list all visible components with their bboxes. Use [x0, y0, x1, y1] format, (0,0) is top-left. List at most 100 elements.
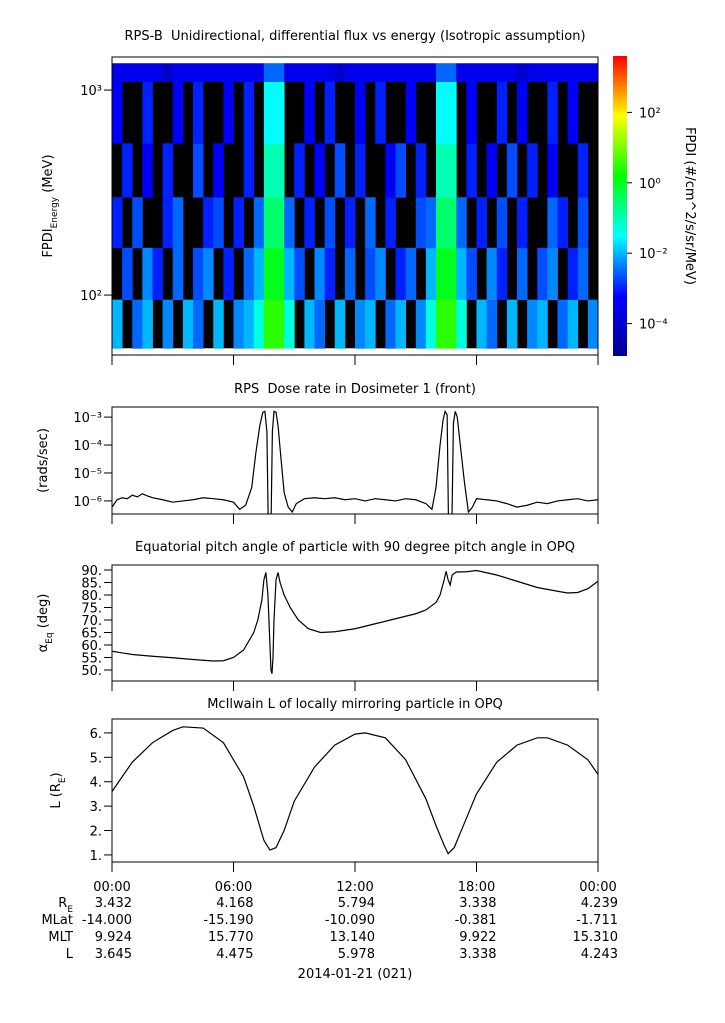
colorbar-tick-label: 10²	[639, 106, 661, 121]
y-tick-label: 60.	[81, 639, 102, 654]
y-axis-label: FPDIEnergy (MeV)	[41, 154, 60, 257]
y-tick-label: 80.	[81, 589, 102, 604]
ephemeris-value: 4.243	[581, 947, 618, 962]
flux-cell	[446, 197, 457, 249]
flux-cell	[496, 63, 508, 82]
flux-cell	[436, 299, 447, 349]
flux-cell	[365, 197, 376, 249]
flux-cell	[243, 247, 255, 301]
flux-cell	[486, 143, 498, 198]
flux-cell	[314, 299, 326, 349]
flux-cell	[395, 247, 407, 301]
flux-cell	[253, 63, 265, 82]
flux-cell	[517, 197, 528, 249]
flux-cell	[395, 143, 407, 198]
y-tick-label: 1.	[90, 849, 102, 864]
flux-cell	[284, 63, 295, 82]
flux-cell	[152, 247, 164, 301]
flux-cell	[355, 143, 366, 198]
subscript: Eq	[45, 632, 55, 643]
y-tick-label: 10⁻⁶	[73, 495, 102, 510]
flux-cell	[466, 143, 477, 198]
y-tick-label: 4.	[90, 776, 102, 791]
flux-cell	[567, 81, 579, 144]
flux-cell	[112, 299, 123, 349]
ephemeris-value: 3.432	[95, 896, 132, 911]
flux-cell	[324, 247, 336, 301]
colorbar-tick-label: 10⁻²	[639, 247, 668, 262]
flux-cell	[415, 63, 427, 82]
ephemeris-value: 15.770	[208, 930, 254, 945]
y-tick-label: 5.	[90, 751, 102, 766]
flux-cell	[142, 247, 153, 301]
text-part: )	[49, 772, 64, 777]
flux-cell	[557, 299, 569, 349]
flux-cell	[547, 143, 558, 198]
colorbar-label: FPDI (#/cm^2/s/sr/MeV)	[682, 127, 697, 285]
flux-cell	[385, 143, 396, 198]
flux-cell	[527, 143, 538, 198]
flux-cell	[263, 247, 275, 301]
y-axis-label: L (RE)	[49, 772, 68, 808]
flux-cell	[355, 299, 366, 349]
panel-title: McIlwain L of locally mirroring particle…	[207, 697, 503, 712]
flux-cell	[456, 197, 467, 249]
flux-cell	[274, 143, 285, 198]
flux-cell	[122, 247, 133, 301]
ephemeris-row-label: L	[66, 947, 74, 962]
ephemeris-row-label: MLT	[48, 930, 73, 945]
flux-cell	[193, 143, 204, 198]
x-tick-label: 12:00	[336, 880, 373, 895]
flux-cell	[334, 143, 346, 198]
flux-cell	[344, 197, 356, 249]
flux-cell	[304, 299, 315, 349]
flux-cell	[425, 299, 437, 349]
flux-cell	[233, 299, 245, 349]
flux-cell	[112, 197, 123, 249]
y-tick-label: 6.	[90, 727, 102, 742]
colorbar-tick-label: 10⁰	[639, 177, 661, 192]
flux-cell	[577, 197, 589, 249]
flux-cell	[294, 63, 305, 82]
flux-cell	[395, 299, 407, 349]
flux-cell	[466, 247, 477, 301]
flux-cell	[537, 299, 548, 349]
flux-cell	[537, 247, 548, 301]
plot-area	[112, 409, 598, 514]
text-part: MLT	[48, 930, 73, 945]
ephemeris-value: 15.310	[573, 930, 619, 945]
flux-cell	[375, 63, 386, 82]
flux-cell	[496, 81, 508, 144]
y-tick-label: 85.	[81, 577, 102, 592]
flux-cell	[243, 63, 255, 82]
flux-cell	[496, 247, 508, 301]
flux-cell	[334, 299, 346, 349]
plot-area	[112, 726, 598, 855]
flux-cell	[365, 63, 376, 82]
flux-cell	[405, 63, 417, 82]
flux-cell	[385, 197, 396, 249]
flux-cell	[112, 63, 123, 82]
ephemeris-value: 9.924	[95, 930, 132, 945]
flux-cell	[365, 247, 376, 301]
ephemeris-value: 13.140	[330, 930, 376, 945]
colorbar	[613, 56, 627, 356]
flux-cell	[567, 63, 579, 82]
text-part: (rads/sec)	[36, 428, 51, 493]
text-part: (MeV)	[41, 154, 56, 196]
flux-cell	[365, 299, 376, 349]
flux-cell	[314, 63, 326, 82]
flux-cell	[294, 143, 305, 198]
flux-cell	[284, 299, 295, 349]
flux-cell	[132, 299, 143, 349]
ephemeris-value: -10.090	[325, 913, 375, 928]
flux-cell	[486, 247, 498, 301]
flux-cell	[263, 63, 275, 82]
flux-cell	[476, 299, 488, 349]
ephemeris-row-label: MLat	[41, 913, 73, 928]
flux-cell	[274, 81, 285, 144]
subscript: E	[58, 777, 68, 783]
flux-cell	[446, 247, 457, 301]
flux-cell	[274, 247, 285, 301]
flux-cell	[496, 197, 508, 249]
